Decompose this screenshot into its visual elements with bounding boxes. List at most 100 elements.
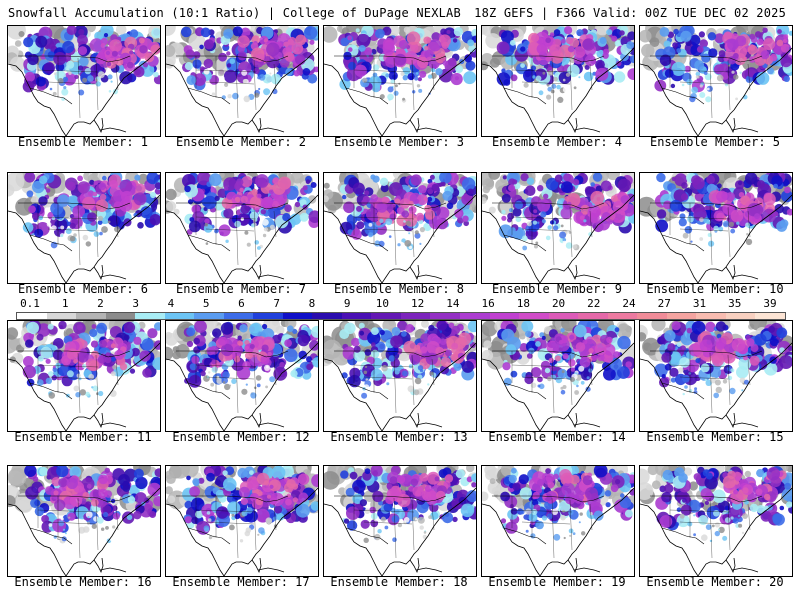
coastline [324,503,383,576]
colorbar-swatch [194,313,224,319]
east-coast [101,47,160,111]
snowfall-field [324,26,476,103]
florida-outline [251,264,262,281]
ensemble-member-map [323,172,477,284]
us-canada-border [334,202,447,210]
snowfall-field [640,466,792,543]
gulf-coast [697,404,735,431]
us-canada-border [334,495,447,503]
snowfall-field [640,321,792,399]
florida-outline [567,117,578,134]
ensemble-member-map [481,25,635,137]
us-canada-border [176,350,289,358]
ensemble-member-map [7,465,161,577]
ensemble-member-map [639,25,793,137]
gulf-coast [697,256,735,283]
colorbar-swatch [519,313,549,319]
cuba-outline [257,127,285,133]
cuba-outline [415,422,443,428]
florida-outline [725,264,736,281]
coastline [8,210,67,283]
gulf-coast [697,549,735,576]
snowfall-map [324,173,476,283]
us-canada-border [18,350,131,358]
ensemble-member-label: Ensemble Member: 1 [17,135,149,149]
cuba-outline [731,127,759,133]
colorbar-tick-label: 1 [61,297,69,310]
us-canada-border [334,350,447,358]
east-coast [575,194,634,258]
ensemble-member-map [323,465,477,577]
us-canada-border [492,495,605,503]
colorbar-swatch [135,313,165,319]
snowfall-map [640,173,792,283]
us-canada-border [176,55,289,63]
ensemble-member-map [481,172,635,284]
ensemble-member-label: Ensemble Member: 16 [14,575,152,589]
colorbar-swatch [725,313,756,319]
state-lines [37,351,119,414]
ensemble-member-label: Ensemble Member: 2 [175,135,307,149]
gulf-coast [697,109,735,136]
us-mexico-border [345,87,389,105]
coastline [324,358,383,431]
colorbar-tick-label: 10 [375,297,389,310]
florida-outline [725,557,736,574]
colorbar-tick-label: 27 [657,297,671,310]
us-mexico-border [503,234,547,252]
state-lines [195,351,277,414]
coastline [166,210,225,283]
state-lines [511,351,593,414]
colorbar-swatch [459,313,490,319]
coastline [640,63,699,136]
cuba-outline [573,127,601,133]
snowfall-field [166,466,318,543]
ensemble-member-label: Ensemble Member: 20 [646,575,784,589]
ensemble-member-map [165,25,319,137]
florida-outline [93,557,104,574]
east-coast [417,47,476,111]
cuba-outline [415,567,443,573]
gulf-coast [539,549,577,576]
colorbar-tick-label: 4 [167,297,175,310]
coastline [166,503,225,576]
snowfall-field [482,26,634,103]
snowfall-map [482,466,634,576]
colorbar-tick-label: 6 [238,297,245,310]
colorbar-tick-label: 8 [308,297,316,310]
snowfall-map [324,321,476,431]
coastline [324,210,383,283]
state-lines [353,56,435,119]
florida-outline [725,412,736,429]
us-mexico-border [345,234,389,252]
us-mexico-border [345,527,389,545]
cuba-outline [257,422,285,428]
florida-outline [251,117,262,134]
ensemble-member-map [165,465,319,577]
state-lines [37,203,119,266]
snowfall-map [640,26,792,136]
snowfall-field [8,321,160,399]
cuba-outline [99,127,127,133]
colorbar-swatch [46,313,77,319]
ensemble-member-label: Ensemble Member: 3 [333,135,465,149]
snowfall-field [324,173,476,251]
snowfall-map [166,466,318,576]
colorbar-tick-label: 31 [692,297,707,310]
cuba-outline [257,274,285,280]
snowfall-map [482,26,634,136]
us-canada-border [492,55,605,63]
florida-outline [409,412,420,429]
state-lines [353,351,435,414]
colorbar-swatch [17,313,47,319]
gulf-coast [65,549,103,576]
us-mexico-border [345,382,389,400]
ensemble-member-label: Ensemble Member: 4 [491,135,623,149]
colorbar-swatch [312,313,342,319]
snowfall-field [8,466,160,544]
us-mexico-border [661,87,705,105]
florida-outline [567,412,578,429]
gulf-coast [381,109,419,136]
florida-outline [409,117,420,134]
state-lines [37,56,119,119]
